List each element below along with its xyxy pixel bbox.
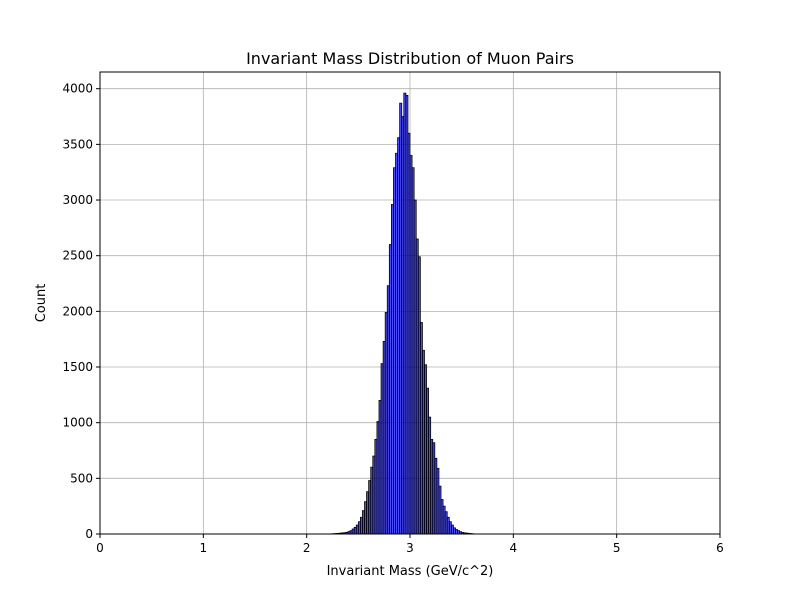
y-tick-label: 4000 (62, 82, 93, 96)
x-tick-label: 1 (200, 541, 208, 555)
y-tick-label: 0 (85, 527, 93, 541)
y-tick-label: 3500 (62, 137, 93, 151)
histogram-bars (331, 92, 475, 535)
x-tick-label: 2 (303, 541, 311, 555)
y-tick-label: 2500 (62, 249, 93, 263)
x-tick-label: 4 (510, 541, 518, 555)
x-tick-label: 5 (613, 541, 621, 555)
y-tick-label: 1500 (62, 360, 93, 374)
axis-ticks: 0 1 2 3 4 5 6 0 500 1000 1500 2000 2500 3000 3500 4000 (62, 82, 723, 555)
chart-title: Invariant Mass Distribution of Muon Pair… (246, 49, 574, 68)
x-axis-label: Invariant Mass (GeV/c^2) (327, 564, 494, 579)
x-tick-label: 0 (96, 541, 104, 555)
x-tick-label: 6 (716, 541, 724, 555)
y-tick-label: 500 (70, 471, 93, 485)
y-tick-label: 3000 (62, 193, 93, 207)
y-tick-label: 2000 (62, 304, 93, 318)
x-tick-label: 3 (406, 541, 414, 555)
y-tick-label: 1000 (62, 416, 93, 430)
y-axis-label: Count (34, 284, 49, 323)
